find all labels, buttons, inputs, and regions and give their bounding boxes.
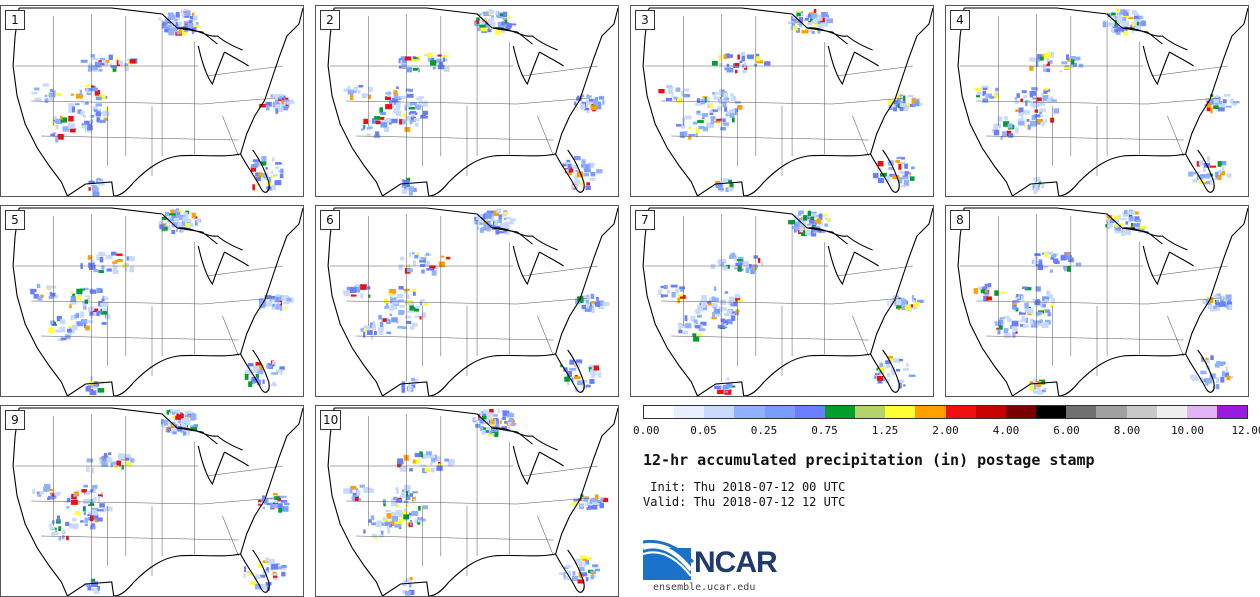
panel-number: 4 <box>950 10 970 30</box>
panel-number: 9 <box>5 410 25 430</box>
ensemble-member-panel: 2 <box>315 5 619 197</box>
colorbar-tick-label: 1.25 <box>871 424 899 437</box>
panel-number: 1 <box>5 10 25 30</box>
precip-map <box>642 7 933 196</box>
ncar-logo-text: NCAR <box>694 546 778 579</box>
precip-colorbar <box>643 405 1248 419</box>
panel-number: 10 <box>320 410 342 430</box>
colorbar-swatch <box>1126 406 1157 418</box>
colorbar-swatch <box>915 406 946 418</box>
ensemble-member-panel: 8 <box>945 205 1249 397</box>
colorbar-swatch <box>945 406 976 418</box>
colorbar-swatch <box>1186 406 1217 418</box>
panel-number: 5 <box>5 210 25 230</box>
colorbar-swatch <box>644 406 675 418</box>
colorbar-tick-labels: 0.00 0.05 0.25 0.75 1.25 2.00 4.00 6.00 8.00 10.0… <box>633 424 1260 438</box>
colorbar-tick-label: 0.05 <box>690 424 717 437</box>
colorbar-swatch <box>885 406 916 418</box>
colorbar-tick-label: 12.00 <box>1231 424 1260 437</box>
ensemble-member-panel: 6 <box>315 205 619 397</box>
colorbar-swatch <box>1036 406 1067 418</box>
ensemble-member-panel: 3 <box>630 5 934 197</box>
logo-url: ensemble.ucar.edu <box>653 582 756 593</box>
colorbar-swatch <box>794 406 825 418</box>
colorbar-tick-label: 10.00 <box>1170 424 1205 437</box>
colorbar-swatch <box>1096 406 1127 418</box>
colorbar-swatch <box>674 406 705 418</box>
ensemble-member-panel: 4 <box>945 5 1249 197</box>
colorbar-tick-label: 4.00 <box>992 424 1020 437</box>
ensemble-member-panel: 1 <box>0 5 304 197</box>
valid-time: Valid: Thu 2018-07-12 12 UTC <box>643 495 846 509</box>
colorbar-swatch <box>734 406 765 418</box>
precip-map <box>327 407 618 596</box>
panel-number: 2 <box>320 10 340 30</box>
colorbar-swatch <box>704 406 735 418</box>
colorbar-swatch <box>855 406 886 418</box>
ensemble-member-panel: 5 <box>0 205 304 397</box>
colorbar-swatch <box>1005 406 1037 418</box>
colorbar-tick-label: 0.75 <box>811 424 838 437</box>
ensemble-member-panel: 7 <box>630 205 934 397</box>
precip-map <box>957 207 1248 396</box>
precip-map <box>642 207 933 396</box>
colorbar-tick-label: 0.25 <box>750 424 778 437</box>
colorbar-tick-label: 0.00 <box>633 424 660 437</box>
colorbar-swatch <box>1156 406 1187 418</box>
precip-map <box>12 7 303 196</box>
precip-map <box>327 207 618 396</box>
panel-number: 7 <box>635 210 655 230</box>
panel-number: 6 <box>320 210 340 230</box>
ncar-logo-icon <box>643 540 695 580</box>
colorbar-swatch <box>824 406 856 418</box>
figure-title: 12-hr accumulated precipitation (in) pos… <box>643 451 1095 469</box>
colorbar-swatch <box>1066 406 1097 418</box>
colorbar-tick-label: 6.00 <box>1053 424 1080 437</box>
precip-map <box>957 7 1248 196</box>
panel-number: 8 <box>950 210 970 230</box>
precip-map <box>12 207 303 396</box>
colorbar-tick-label: 8.00 <box>1113 424 1141 437</box>
colorbar-swatch <box>764 406 795 418</box>
precip-map <box>12 407 303 596</box>
colorbar-tick-label: 2.00 <box>932 424 959 437</box>
colorbar-swatch <box>1216 406 1248 418</box>
colorbar-swatch <box>975 406 1006 418</box>
ensemble-member-panel: 10 <box>315 405 619 597</box>
ensemble-member-panel: 9 <box>0 405 304 597</box>
init-time: Init: Thu 2018-07-12 00 UTC <box>643 480 846 494</box>
precip-map <box>327 7 618 196</box>
panel-number: 3 <box>635 10 655 30</box>
